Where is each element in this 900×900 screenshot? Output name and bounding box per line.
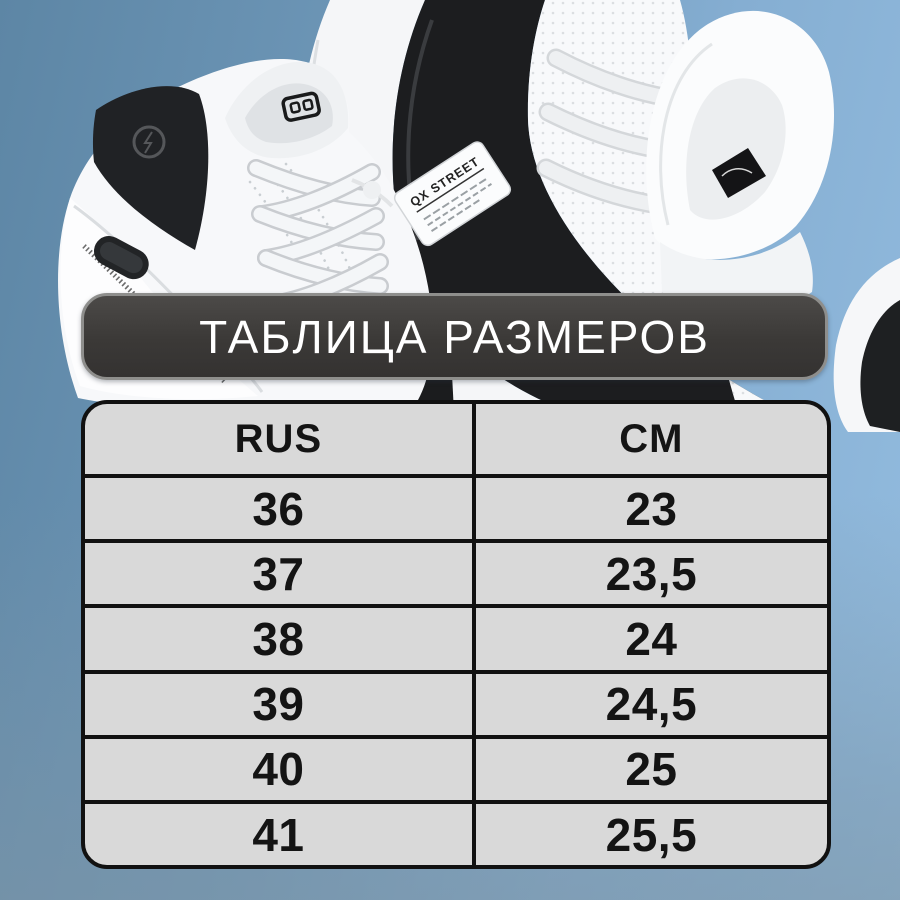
table-row: 37 23,5 [85, 541, 827, 607]
cm-cell: 25,5 [605, 808, 698, 861]
rus-cell: 39 [85, 671, 476, 737]
column-header-cm: CM [619, 416, 684, 461]
rus-cell: 38 [85, 606, 476, 672]
rus-cell: 40 [85, 736, 476, 803]
table-row: 39 24,5 [85, 671, 827, 737]
rus-cell: 41 [85, 802, 476, 865]
size-chart-banner: ТАБЛИЦА РАЗМЕРОВ [81, 293, 828, 380]
cm-cell: 25 [625, 743, 678, 796]
table-row: 38 24 [85, 606, 827, 672]
cm-cell: 24,5 [605, 678, 698, 731]
cm-cell: 23 [625, 482, 678, 535]
cm-cell: 23,5 [605, 547, 698, 600]
table-row: 40 25 [85, 736, 827, 803]
rus-cell: 36 [85, 476, 476, 542]
size-chart-title: ТАБЛИЦА РАЗМЕРОВ [199, 310, 710, 363]
table-row: 36 23 [85, 476, 827, 542]
size-table: RUS CM 36 23 37 23,5 38 24 39 [81, 400, 831, 869]
rus-cell: 37 [85, 541, 476, 607]
header-row: RUS CM [85, 404, 827, 476]
column-header-rus: RUS [85, 404, 476, 476]
table-row: 41 25,5 [85, 802, 827, 865]
cm-cell: 24 [625, 613, 678, 665]
